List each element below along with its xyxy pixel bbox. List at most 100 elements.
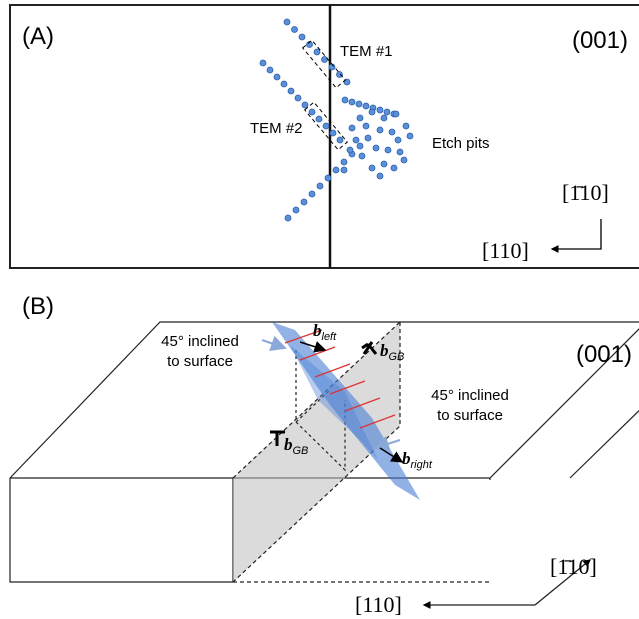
etch-pit xyxy=(376,172,384,180)
subscript: left xyxy=(322,331,338,343)
etch-pit xyxy=(362,122,370,130)
etch-pit xyxy=(396,148,404,156)
etch-pit xyxy=(392,110,400,118)
etch-pit xyxy=(383,108,391,116)
etch-pit xyxy=(380,114,388,122)
symbol: b xyxy=(313,321,322,340)
subscript: GB xyxy=(389,351,405,363)
etch-pit xyxy=(266,66,274,74)
etch-pit xyxy=(301,101,309,109)
burgers-vector: bright xyxy=(402,449,433,471)
etch-pit xyxy=(300,198,308,206)
etch-pit-dots xyxy=(259,18,414,222)
note: to surface xyxy=(167,353,233,370)
note: 45° inclined xyxy=(161,333,239,350)
burgers-vector: bGB xyxy=(284,435,308,457)
slip-plane xyxy=(290,345,410,495)
etch-pit xyxy=(368,108,376,116)
etch-pit xyxy=(384,146,392,154)
etch-pit xyxy=(340,158,348,166)
etch-pit xyxy=(356,114,364,122)
etch-pit xyxy=(280,80,288,88)
burgers-arrow xyxy=(379,447,404,463)
panel-label: (B) xyxy=(22,293,54,320)
etch-pit xyxy=(388,128,396,136)
tem-label: TEM #1 xyxy=(340,43,393,60)
note-arrow xyxy=(261,335,287,351)
etch-pit xyxy=(380,160,388,168)
subscript: right xyxy=(411,459,433,471)
etch-pit xyxy=(308,108,316,116)
etch-pit xyxy=(355,100,363,108)
etch-pit xyxy=(298,33,306,41)
tem1-box xyxy=(301,39,347,89)
tem2-box xyxy=(303,101,349,151)
etch-pit xyxy=(352,136,360,144)
edge-symbol xyxy=(361,341,378,355)
etch-pit xyxy=(348,98,356,106)
axis-label: [1̄10] xyxy=(550,554,597,579)
tem-label: TEM #2 xyxy=(250,120,303,137)
etch-pit xyxy=(313,48,321,56)
etch-pit xyxy=(340,166,348,174)
etch-pit xyxy=(394,136,402,144)
etch-pit xyxy=(372,144,380,152)
symbol: b xyxy=(402,449,411,468)
etch-pit xyxy=(368,164,376,172)
etch-pit xyxy=(341,96,349,104)
edge-symbol xyxy=(270,430,285,446)
etch-pit xyxy=(315,115,323,123)
panel-label: (A) xyxy=(22,23,54,50)
etch-pit xyxy=(324,174,332,182)
etch-pit xyxy=(346,146,354,154)
etch-pit xyxy=(283,18,291,26)
subscript: GB xyxy=(293,445,309,457)
panel-b xyxy=(9,321,639,609)
etch-pit xyxy=(291,26,298,33)
etch-pit xyxy=(294,94,302,102)
etch-pit xyxy=(273,73,281,81)
etch-pits-label: Etch pits xyxy=(432,135,490,152)
plane-label: (001) xyxy=(576,341,632,368)
dislocation-lines xyxy=(284,329,396,429)
axis-label: [110] xyxy=(482,238,529,263)
box-edge xyxy=(9,328,639,583)
etch-pit xyxy=(376,106,384,114)
etch-pit xyxy=(329,129,337,137)
etch-pit xyxy=(259,59,267,67)
note: to surface xyxy=(437,407,503,424)
etch-pit xyxy=(390,164,398,172)
etch-pit xyxy=(292,206,300,214)
axis-label: [110] xyxy=(355,592,402,617)
etch-pit xyxy=(308,190,316,198)
etch-pit xyxy=(402,122,410,130)
note: 45° inclined xyxy=(431,387,509,404)
panel-a: (A) (001) TEM #1 TEM #2 Etch pits [1̄10]… xyxy=(9,4,639,269)
symbol: b xyxy=(284,435,293,454)
panel-b-text: (B) (001) 45° inclined to surface 45° in… xyxy=(22,293,632,617)
burgers-vector: bleft xyxy=(313,321,337,343)
etch-pit xyxy=(348,124,356,132)
etch-pit xyxy=(322,122,330,130)
box-edge xyxy=(569,409,639,479)
etch-pit xyxy=(356,142,364,150)
axis-arrows xyxy=(550,219,602,253)
symbol: b xyxy=(380,341,389,360)
etch-pit xyxy=(364,134,372,142)
etch-pit xyxy=(316,182,324,190)
plane-label: (001) xyxy=(572,27,628,54)
burgers-vector: bGB xyxy=(380,341,404,363)
etch-pit xyxy=(332,166,340,174)
etch-pit xyxy=(400,156,408,164)
axis-arrows xyxy=(534,559,592,606)
etch-pit xyxy=(406,132,414,140)
etch-pit xyxy=(284,214,292,222)
etch-pit xyxy=(376,126,384,134)
etch-pit xyxy=(287,87,295,95)
etch-pit xyxy=(321,56,328,63)
etch-pit xyxy=(358,152,366,160)
etch-pit xyxy=(336,136,344,144)
etch-pit xyxy=(362,102,370,110)
burgers-arrow xyxy=(299,341,327,353)
